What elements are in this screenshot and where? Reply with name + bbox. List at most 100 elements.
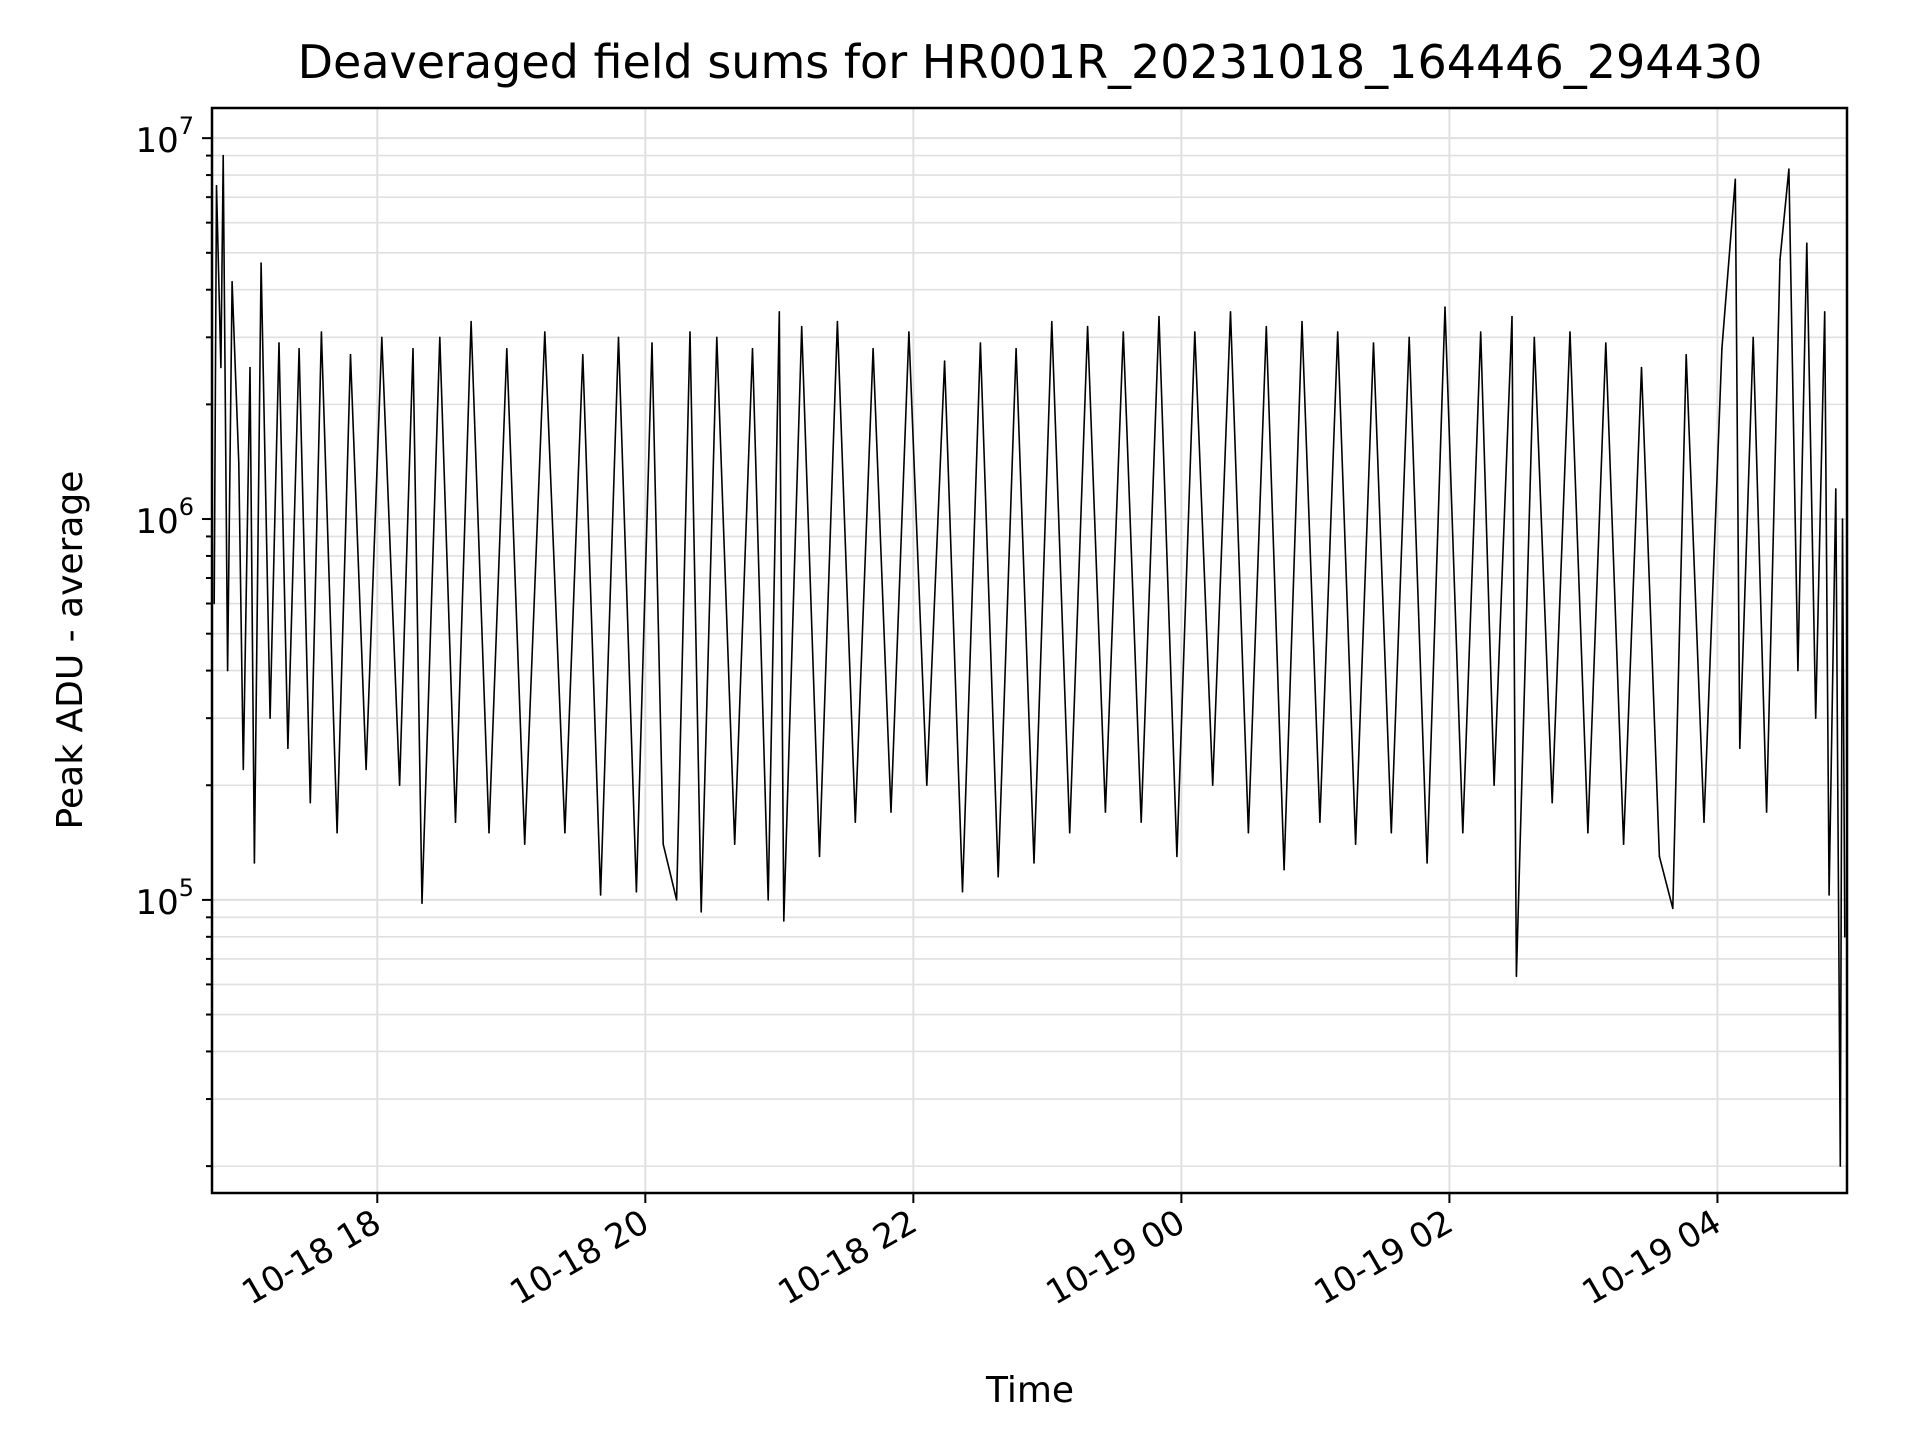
y-tick-base: 10 [135,502,178,542]
data-point [336,832,338,834]
data-point [1511,315,1513,318]
data-point [1814,717,1817,719]
data-point [242,768,245,771]
data-point [1605,342,1607,344]
x-tick-label: 10-18 20 [503,1202,655,1313]
data-point [260,262,262,264]
data-point [226,669,229,672]
data-point [1569,331,1571,333]
data-point [1033,862,1035,864]
data-point [635,891,638,893]
y-tick-exponent: 6 [179,493,194,521]
data-point [854,821,857,823]
data-point [751,347,754,350]
data-point [220,366,222,369]
y-tick-base: 10 [135,121,178,161]
data-point [997,876,999,878]
data-point [675,899,678,901]
data-point [836,320,839,323]
data-point [1622,843,1625,845]
data-point [1765,811,1768,813]
data-point [1390,832,1393,834]
data-point [564,832,566,834]
data-point [215,184,218,187]
data-point [1354,843,1357,845]
data-point [890,811,892,813]
data-point [309,801,312,804]
data-point [1122,331,1125,333]
data-point [1462,832,1464,834]
data-point [1841,518,1844,520]
data-point [1788,168,1790,170]
data-point [1479,331,1482,333]
y-tick-base: 10 [135,883,178,923]
x-axis-label: Time [985,1370,1074,1411]
y-tick-exponent: 5 [179,874,194,902]
data-point [778,311,781,313]
data-point [398,784,401,786]
data-point [238,462,240,465]
data-point [767,899,769,901]
data-point [1806,242,1808,244]
data-point [1211,784,1214,786]
data-point [298,347,300,350]
data-point [961,891,964,893]
data-point [231,280,233,283]
data-point [1444,306,1446,308]
chart-title: Deaveraged field sums for HR001R_2023101… [298,35,1763,89]
data-point [1828,894,1830,896]
data-point [1734,178,1737,181]
data-point [1493,784,1495,786]
data-point [1779,258,1781,261]
data-point [1823,311,1826,313]
data-point [979,342,982,344]
data-point [1283,868,1285,871]
data-point [1533,336,1536,339]
data-point [412,347,414,350]
data-point [651,342,653,344]
data-point [1587,832,1589,834]
data-point [1672,907,1674,910]
data-point [617,336,620,339]
data-point [800,325,803,328]
data-point [599,894,602,896]
data-point [1739,747,1741,750]
data-point [926,784,928,786]
data-point [1068,832,1071,834]
data-point [544,331,546,333]
data-point [1551,801,1553,804]
data-point [1229,311,1232,313]
data-point [278,342,280,344]
data-point [872,347,874,350]
data-point [1319,821,1321,823]
y-tick-label: 107 [135,112,194,161]
y-tick-label: 106 [135,493,194,542]
x-tick-label: 10-19 02 [1308,1202,1460,1313]
data-point [1104,811,1107,813]
data-point [349,353,352,356]
data-point [1265,325,1268,328]
data-point [1844,936,1846,938]
data-point [783,920,785,922]
data-point [1015,347,1017,350]
data-point [1703,821,1705,823]
data-point [1839,1165,1842,1167]
data-point [1752,336,1754,339]
data-point [1247,832,1250,834]
data-point [1336,331,1339,333]
data-point [1408,336,1410,339]
x-tick-label: 10-19 04 [1576,1202,1728,1313]
data-point [253,862,256,864]
data-point [1158,315,1160,318]
data-point [222,154,224,157]
data-point [381,336,383,339]
data-point [700,911,702,913]
series-line [213,155,1846,1167]
data-point [1176,855,1178,858]
data-point [523,843,526,845]
data-point [1685,353,1687,356]
plot-frame [210,106,1849,1195]
